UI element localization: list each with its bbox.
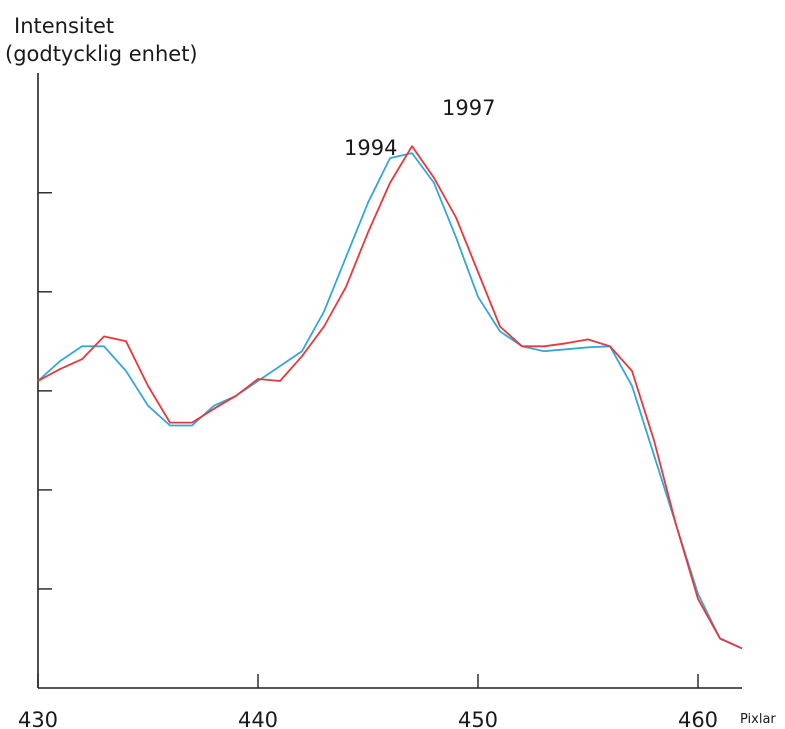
x-tick-label-450: 450	[458, 708, 498, 729]
series-label-1997: 1997	[442, 96, 495, 120]
series-lines	[37, 145, 743, 650]
x-tick-label-460: 460	[678, 708, 718, 729]
series-labels: 1994 1997	[344, 96, 495, 160]
series-line-1994	[37, 152, 743, 650]
series-line-1997	[37, 145, 743, 650]
x-tick-label-440: 440	[238, 708, 278, 729]
x-tick-label-430: 430	[18, 708, 58, 729]
y-axis-label-line1: Intensitet	[14, 14, 114, 38]
x-axis-label: Pixlar	[740, 712, 776, 727]
series-label-1994: 1994	[344, 136, 397, 160]
y-axis-label-line2: (godtycklig enhet)	[5, 42, 198, 66]
tick-group: 430 440 450 460	[18, 192, 718, 729]
